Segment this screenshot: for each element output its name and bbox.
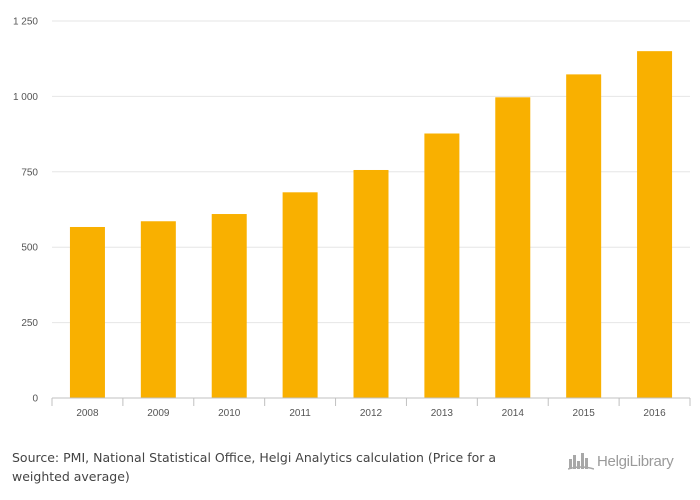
y-tick-label: 1 250 — [13, 17, 38, 28]
x-tick-label: 2016 — [643, 408, 666, 419]
x-tick-label: 2012 — [360, 408, 383, 419]
x-axis-ticks — [51, 398, 691, 406]
x-tick-label: 2009 — [147, 408, 170, 419]
source-note: Source: PMI, National Statistical Office… — [12, 448, 532, 486]
bar-2016[interactable] — [637, 51, 673, 398]
x-tick-label: 2010 — [218, 408, 241, 419]
y-tick-label: 0 — [32, 394, 38, 405]
x-axis-tick-labels: 2008 2009 2010 2011 2012 2013 2014 2015 2016 — [76, 408, 666, 419]
y-axis-tick-labels: 0 250 500 750 1 000 1 250 — [13, 17, 38, 405]
y-tick-label: 500 — [21, 243, 38, 254]
y-tick-label: 250 — [21, 318, 38, 329]
bar-2011[interactable] — [282, 192, 318, 398]
bar-chart: 0 250 500 750 1 000 1 250 2008 2009 2010 2011 201… — [13, 17, 691, 419]
x-tick-label: 2013 — [431, 408, 454, 419]
x-tick-label: 2011 — [289, 408, 311, 419]
bar-2009[interactable] — [140, 221, 176, 398]
bar-2015[interactable] — [566, 74, 602, 398]
x-tick-label: 2015 — [573, 408, 596, 419]
y-tick-label: 1 000 — [13, 92, 38, 103]
helgi-library-logo-icon — [568, 453, 594, 470]
x-tick-label: 2008 — [76, 408, 99, 419]
y-tick-label: 750 — [21, 167, 38, 178]
source-text: PMI, National Statistical Office, Helgi … — [12, 450, 497, 484]
bar-2014[interactable] — [495, 97, 531, 398]
x-tick-label: 2014 — [502, 408, 525, 419]
bar-2013[interactable] — [424, 133, 460, 398]
bars — [69, 51, 673, 398]
bar-2012[interactable] — [353, 169, 389, 398]
bar-2008[interactable] — [69, 226, 105, 398]
helgi-library-logo[interactable]: HelgiLibrary — [568, 450, 674, 472]
bar-2010[interactable] — [211, 214, 247, 398]
logo-text: HelgiLibrary — [597, 452, 674, 470]
source-label: Source: — [12, 450, 60, 465]
